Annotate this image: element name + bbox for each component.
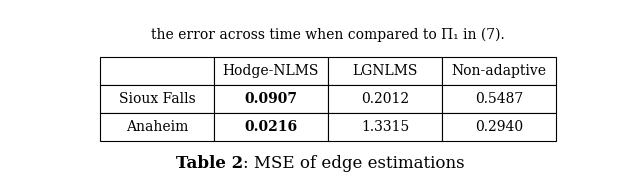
- Text: the error across time when compared to Π₁ in (7).: the error across time when compared to Π…: [151, 28, 505, 43]
- Text: : MSE of edge estimations: : MSE of edge estimations: [243, 155, 465, 172]
- Text: Table 2: Table 2: [175, 155, 243, 172]
